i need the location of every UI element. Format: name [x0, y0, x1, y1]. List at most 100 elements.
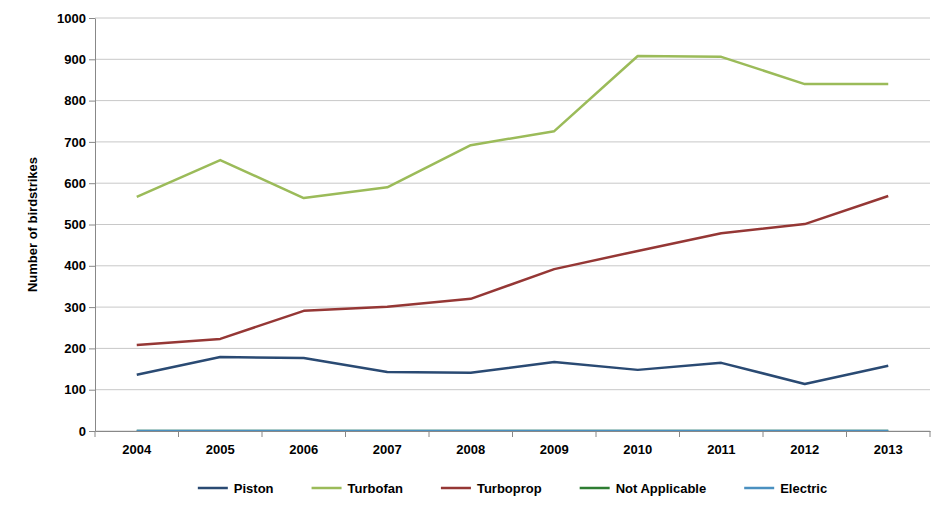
y-tick-label: 300 — [64, 300, 86, 315]
legend-item: Piston — [198, 481, 274, 496]
legend-label: Turboprop — [477, 481, 542, 496]
plot-area: 0 100 200 300 400 500 600 700 800 900 1000 2004 2005… — [57, 11, 930, 458]
x-tick: 2008 — [456, 431, 485, 457]
y-tick-label: 500 — [64, 217, 86, 232]
grid-line — [95, 18, 930, 19]
x-tick-label: 2013 — [874, 442, 903, 457]
x-tick-label: 2005 — [206, 442, 235, 457]
y-tick-mark — [89, 142, 95, 143]
y-tick-mark — [89, 225, 95, 226]
y-tick-mark — [89, 266, 95, 267]
y-tick-label: 200 — [64, 341, 86, 356]
x-tick-label: 2007 — [373, 442, 402, 457]
legend-item: Not Applicable — [580, 481, 707, 496]
x-tick: 2004 — [122, 431, 152, 457]
grid-line — [95, 389, 930, 390]
x-tick-label: 2008 — [456, 442, 485, 457]
legend-label: Piston — [234, 481, 274, 496]
x-tick-label: 2010 — [623, 442, 652, 457]
y-tick: 200 — [64, 341, 95, 356]
legend-swatch — [744, 487, 774, 490]
legend-label: Not Applicable — [616, 481, 707, 496]
x-band-divider — [763, 431, 764, 437]
y-tick-label: 100 — [64, 382, 86, 397]
series-line — [137, 430, 889, 431]
grid-line — [95, 307, 930, 308]
y-tick: 0 — [79, 424, 95, 439]
x-tick: 2012 — [790, 431, 819, 457]
legend-swatch — [312, 487, 342, 490]
x-tick: 2013 — [874, 431, 903, 457]
x-band-divider — [95, 431, 96, 437]
lines — [137, 56, 889, 431]
legend-swatch — [441, 487, 471, 490]
legend-swatch — [198, 487, 228, 490]
x-tick-label: 2006 — [289, 442, 318, 457]
y-tick: 100 — [64, 382, 95, 397]
grid-line — [95, 265, 930, 266]
x-band-divider — [596, 431, 597, 437]
grid-line — [95, 183, 930, 184]
y-tick: 400 — [64, 258, 95, 273]
x-tick: 2007 — [373, 431, 402, 457]
grid-line — [95, 100, 930, 101]
grid-line — [95, 59, 930, 60]
y-tick: 500 — [64, 217, 95, 232]
x-band-divider — [846, 431, 847, 437]
y-tick: 600 — [64, 176, 95, 191]
x-tick-label: 2011 — [707, 442, 735, 457]
y-tick-mark — [89, 59, 95, 60]
x-axis: 2004 2005 2006 2007 2008 2009 2010 2011 2012 2013 — [95, 431, 931, 457]
legend-item: Turbofan — [312, 481, 403, 496]
series-line — [137, 56, 889, 198]
x-tick: 2005 — [206, 431, 235, 457]
legend-item: Turboprop — [441, 481, 542, 496]
grid-line — [95, 348, 930, 349]
x-band-divider — [178, 431, 179, 437]
series-line — [137, 357, 889, 384]
y-tick-label: 0 — [79, 424, 86, 439]
y-axis-title: Number of birdstrikes — [25, 157, 40, 292]
x-band-divider — [429, 431, 430, 437]
x-tick: 2010 — [623, 431, 652, 457]
grid-line — [95, 141, 930, 142]
x-tick: 2006 — [289, 431, 318, 457]
x-tick-label: 2009 — [540, 442, 569, 457]
x-band-divider — [512, 431, 513, 437]
x-tick-label: 2012 — [790, 442, 819, 457]
y-tick-mark — [89, 307, 95, 308]
y-axis: 0 100 200 300 400 500 600 700 800 900 1000 — [57, 11, 95, 439]
y-axis-line — [95, 19, 96, 432]
y-tick-label: 900 — [64, 52, 86, 67]
chart: 0 100 200 300 400 500 600 700 800 900 1000 2004 2005… — [0, 0, 949, 514]
x-band-divider — [930, 431, 931, 437]
y-tick-label: 1000 — [57, 11, 86, 26]
x-tick: 2009 — [540, 431, 569, 457]
x-tick-label: 2004 — [122, 442, 152, 457]
y-tick: 800 — [64, 93, 95, 108]
y-tick: 300 — [64, 300, 95, 315]
y-tick-mark — [89, 18, 95, 19]
grid — [95, 18, 930, 431]
y-tick-mark — [89, 390, 95, 391]
y-tick-mark — [89, 101, 95, 102]
y-tick-mark — [89, 348, 95, 349]
legend: Piston Turbofan Turboprop Not Applicable Ele… — [198, 481, 827, 496]
x-band-dividers — [95, 431, 930, 437]
y-tick-label: 800 — [64, 93, 86, 108]
x-tick: 2011 — [707, 431, 735, 457]
x-band-divider — [679, 431, 680, 437]
y-tick: 900 — [64, 52, 95, 67]
y-tick-label: 600 — [64, 176, 86, 191]
legend-label: Electric — [780, 481, 827, 496]
x-band-divider — [262, 431, 263, 437]
y-tick-mark — [89, 431, 95, 432]
y-tick-mark — [89, 183, 95, 184]
series-line — [137, 196, 889, 345]
legend-item: Electric — [744, 481, 827, 496]
legend-swatch — [580, 487, 610, 490]
x-band-divider — [345, 431, 346, 437]
y-tick: 700 — [64, 135, 95, 150]
y-tick: 1000 — [57, 11, 95, 26]
legend-label: Turbofan — [348, 481, 403, 496]
